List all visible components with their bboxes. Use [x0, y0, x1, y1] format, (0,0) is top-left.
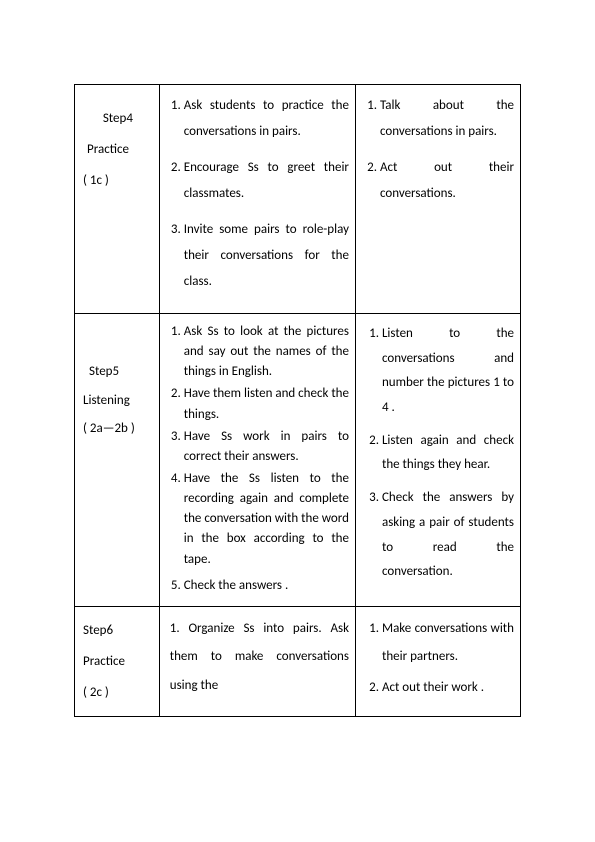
student-activity-cell: Talk about the conversations in pairs. A…	[355, 85, 520, 314]
teacher-activity-list: Ask students to practice the conversatio…	[168, 93, 349, 295]
step-ref: ( 2a—2b )	[83, 415, 153, 444]
table-row: Step5 Listening ( 2a—2b ) Ask Ss to look…	[75, 314, 521, 607]
list-item: Talk about the conversations in pairs.	[380, 93, 514, 145]
step-cell: Step4 Practice ( 1c )	[75, 85, 160, 314]
step-title: Step5	[83, 358, 153, 387]
teacher-activity-list: Ask Ss to look at the pictures and say o…	[168, 322, 349, 596]
list-item: Listen again and check the things they h…	[382, 429, 514, 478]
list-item: Encourage Ss to greet their classmates.	[184, 155, 349, 207]
list-item: Act out their work .	[382, 674, 514, 703]
student-activity-cell: Listen to the conversations and number t…	[355, 314, 520, 607]
list-item: Listen to the conversations and number t…	[382, 322, 514, 421]
list-item: Have Ss work in pairs to correct their a…	[184, 427, 349, 467]
list-item: Ask Ss to look at the pictures and say o…	[184, 322, 349, 382]
teacher-activity-cell: 1. Organize Ss into pairs. Ask them to m…	[159, 606, 355, 717]
list-item: Have the Ss listen to the recording agai…	[184, 469, 349, 570]
list-item: Have them listen and check the things.	[184, 384, 349, 424]
teacher-activity-cell: Ask Ss to look at the pictures and say o…	[159, 314, 355, 607]
student-activity-list: Listen to the conversations and number t…	[364, 322, 514, 585]
step-ref: ( 1c )	[83, 165, 153, 196]
step-subtitle: Listening	[83, 387, 153, 416]
step-subtitle: Practice	[83, 134, 153, 165]
step-cell: Step5 Listening ( 2a—2b )	[75, 314, 160, 607]
student-activity-list: Talk about the conversations in pairs. A…	[364, 93, 514, 207]
list-item: Organize Ss into pairs. Ask them to make…	[170, 621, 349, 693]
list-item: Check the answers .	[184, 576, 349, 596]
list-item: Act out their conversations.	[380, 155, 514, 207]
table-row: Step6 Practice ( 2c ) 1. Organize Ss int…	[75, 606, 521, 717]
step-subtitle: Practice	[83, 646, 153, 677]
list-item: Check the answers by asking a pair of st…	[382, 486, 514, 585]
step-cell: Step6 Practice ( 2c )	[75, 606, 160, 717]
list-item: Make conversations with their partners.	[382, 615, 514, 672]
list-item: Ask students to practice the conversatio…	[184, 93, 349, 145]
lesson-plan-table: Step4 Practice ( 1c ) Ask students to pr…	[74, 84, 521, 717]
teacher-activity-text: 1. Organize Ss into pairs. Ask them to m…	[168, 615, 349, 701]
student-activity-list: Make conversations with their partners. …	[364, 615, 514, 703]
document-page: Step4 Practice ( 1c ) Ask students to pr…	[0, 0, 595, 777]
step-title: Step4	[83, 103, 153, 134]
table-row: Step4 Practice ( 1c ) Ask students to pr…	[75, 85, 521, 314]
student-activity-cell: Make conversations with their partners. …	[355, 606, 520, 717]
step-ref: ( 2c )	[83, 677, 153, 708]
teacher-activity-cell: Ask students to practice the conversatio…	[159, 85, 355, 314]
list-item: Invite some pairs to role-play their con…	[184, 217, 349, 295]
step-title: Step6	[83, 615, 153, 646]
